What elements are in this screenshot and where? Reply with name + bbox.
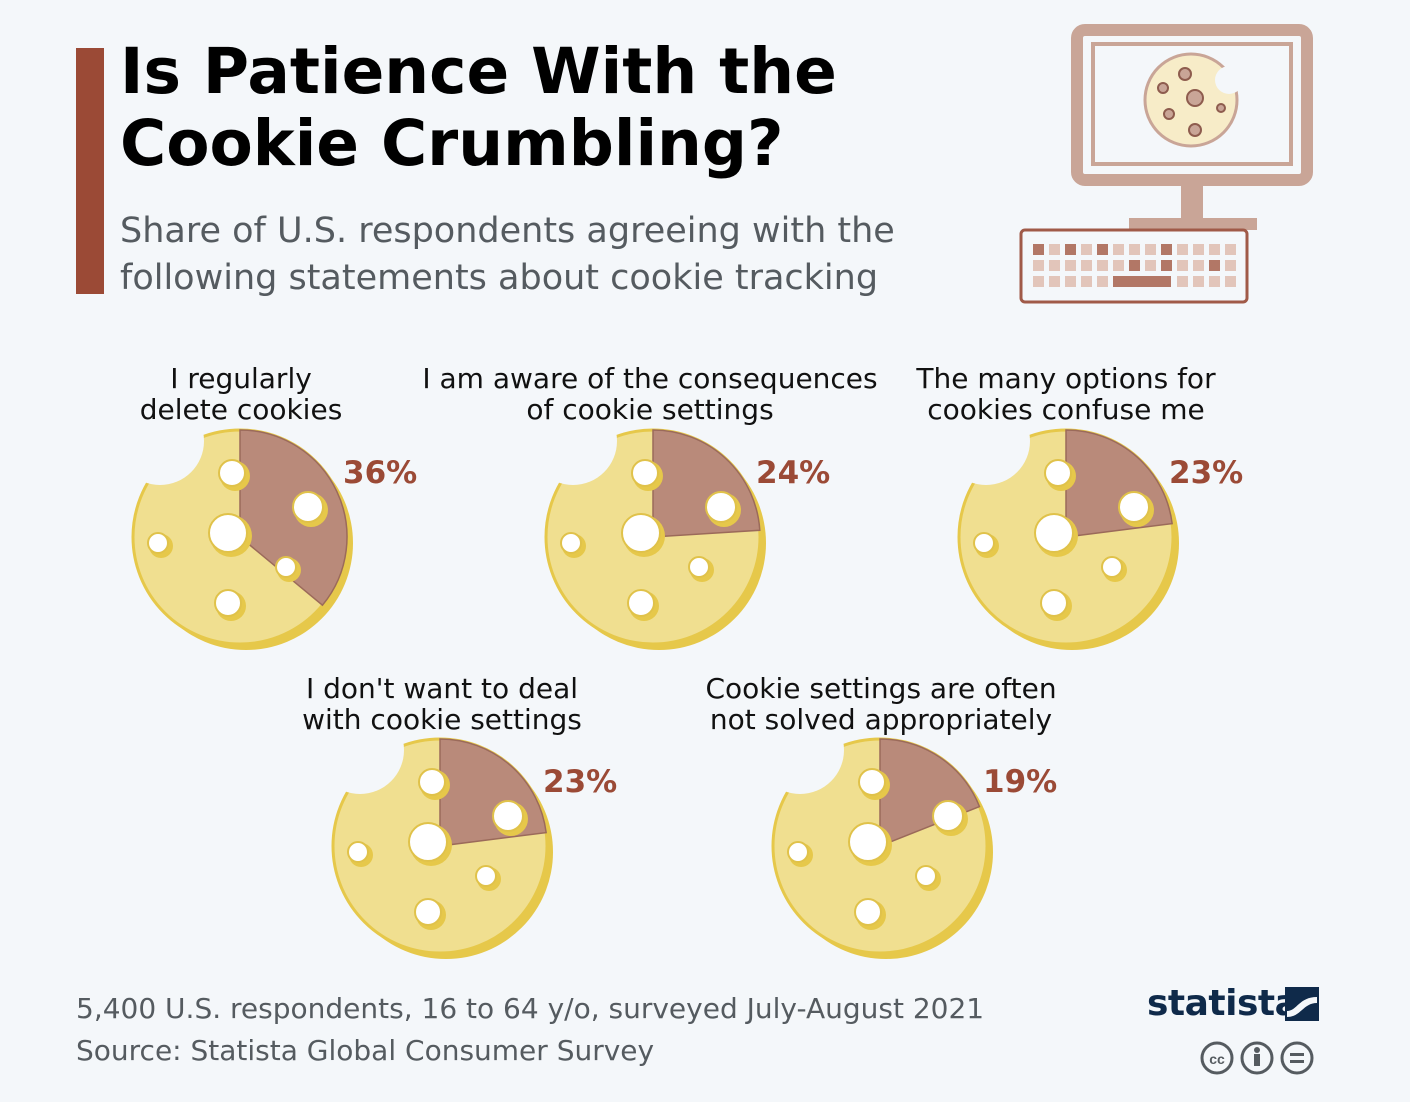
cookie-hole bbox=[627, 589, 655, 617]
pie-slice-4 bbox=[439, 738, 547, 847]
cookie-bite bbox=[529, 397, 617, 485]
nd-icon bbox=[1280, 1041, 1314, 1075]
cookie-hole bbox=[705, 491, 737, 523]
category-label-4-line1: I don't want to deal bbox=[306, 672, 578, 705]
cookie-hole bbox=[347, 841, 369, 863]
value-label-4: 23% bbox=[543, 764, 617, 800]
subtitle-line-1: Share of U.S. respondents agreeing with … bbox=[120, 211, 895, 251]
cookie-bite bbox=[942, 397, 1030, 485]
category-label-1-line1: I regularly bbox=[170, 362, 312, 395]
pie-slice-2 bbox=[652, 429, 761, 538]
footnote: 5,400 U.S. respondents, 16 to 64 y/o, su… bbox=[76, 988, 984, 1072]
cookie-hole bbox=[621, 513, 661, 553]
cookie-hole bbox=[1044, 459, 1072, 487]
value-label-1: 36% bbox=[343, 455, 417, 491]
cookie-hole bbox=[858, 768, 886, 796]
category-label-4-line2: with cookie settings bbox=[302, 703, 582, 736]
cookie-hole bbox=[492, 800, 524, 832]
cookie-hole bbox=[1101, 556, 1123, 578]
cookie-hole bbox=[414, 898, 442, 926]
cookie-hole bbox=[787, 841, 809, 863]
value-label-2: 24% bbox=[756, 455, 830, 491]
computer-cookie-icon bbox=[1019, 24, 1313, 304]
cookie-hole bbox=[1040, 589, 1068, 617]
svg-text:cc: cc bbox=[1209, 1051, 1225, 1067]
license-icons: cc bbox=[1200, 1041, 1314, 1075]
pie-slice-1 bbox=[239, 429, 348, 607]
cookie-hole bbox=[1118, 491, 1150, 523]
cookie-hole bbox=[208, 513, 248, 553]
cookie-hole bbox=[408, 822, 448, 862]
statista-mark-icon bbox=[1285, 987, 1319, 1021]
category-label-2-line2: of cookie settings bbox=[526, 393, 773, 426]
value-label-5: 19% bbox=[983, 764, 1057, 800]
title-line-1: Is Patience With the bbox=[120, 35, 837, 108]
cookie-hole bbox=[147, 532, 169, 554]
accent-bar bbox=[76, 48, 104, 294]
cookie-bite bbox=[116, 397, 204, 485]
category-label-3-line2: cookies confuse me bbox=[927, 393, 1204, 426]
source-text: Source: Statista Global Consumer Survey bbox=[76, 1034, 655, 1067]
cookie-hole bbox=[560, 532, 582, 554]
cookie-bite bbox=[316, 706, 404, 794]
subtitle-line-2: following statements about cookie tracki… bbox=[120, 258, 879, 298]
value-label-3: 23% bbox=[1169, 455, 1243, 491]
category-label-3-line1: The many options for bbox=[915, 362, 1216, 395]
cookie-hole bbox=[848, 822, 888, 862]
cookie-hole bbox=[1034, 513, 1074, 553]
category-label-5-line1: Cookie settings are often bbox=[705, 672, 1056, 705]
category-label-5-line2: not solved appropriately bbox=[710, 703, 1052, 736]
chart-title: Is Patience With the Cookie Crumbling? bbox=[120, 36, 837, 180]
chart-subtitle: Share of U.S. respondents agreeing with … bbox=[120, 208, 1000, 302]
cookie-hole bbox=[973, 532, 995, 554]
category-label-2-line1: I am aware of the consequences bbox=[422, 362, 877, 395]
cookie-hole bbox=[275, 556, 297, 578]
by-icon bbox=[1240, 1041, 1274, 1075]
survey-note: 5,400 U.S. respondents, 16 to 64 y/o, su… bbox=[76, 992, 985, 1025]
cookie-hole bbox=[854, 898, 882, 926]
cookie-hole bbox=[418, 768, 446, 796]
title-line-2: Cookie Crumbling? bbox=[120, 107, 784, 180]
cookie-hole bbox=[214, 589, 242, 617]
cookie-hole bbox=[218, 459, 246, 487]
cookie-hole bbox=[688, 556, 710, 578]
cookie-hole bbox=[915, 865, 937, 887]
statista-logo[interactable]: statista bbox=[1147, 983, 1322, 1025]
cookie-hole bbox=[475, 865, 497, 887]
pie-slice-5 bbox=[879, 738, 981, 848]
cookie-hole bbox=[292, 491, 324, 523]
cc-icon: cc bbox=[1200, 1041, 1234, 1075]
category-label-1-line2: delete cookies bbox=[140, 393, 343, 426]
brand-name: statista bbox=[1147, 983, 1299, 1024]
cookie-hole bbox=[631, 459, 659, 487]
cookie-hole bbox=[932, 800, 964, 832]
pie-slice-3 bbox=[1065, 429, 1173, 538]
cookie-bite bbox=[756, 706, 844, 794]
